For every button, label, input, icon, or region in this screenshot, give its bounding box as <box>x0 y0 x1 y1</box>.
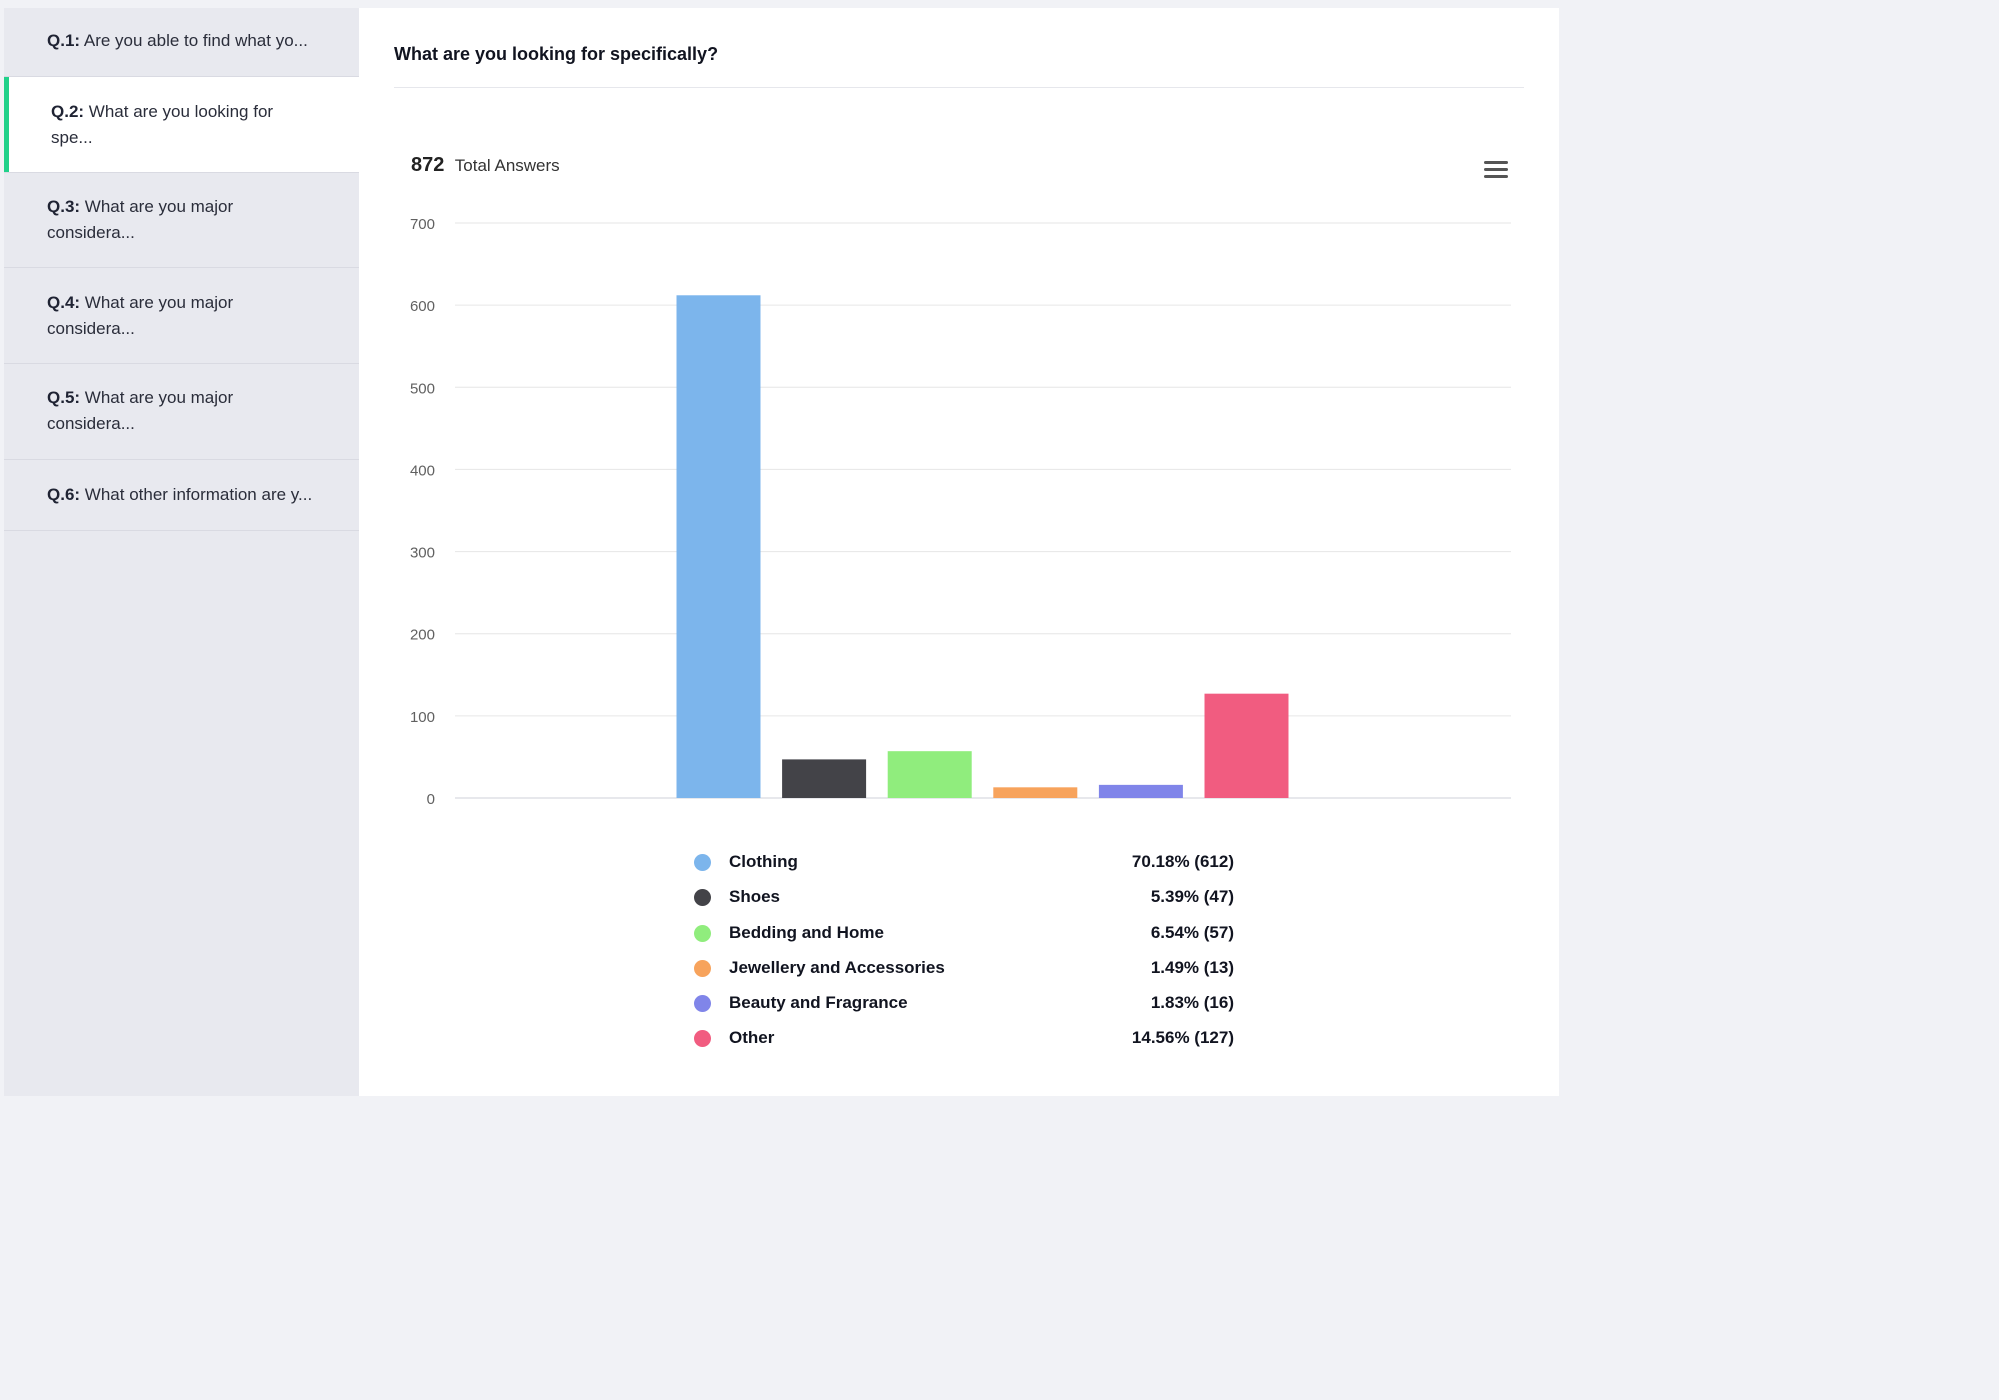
question-number: Q.4: <box>47 293 81 312</box>
hamburger-menu-icon[interactable] <box>1484 160 1510 180</box>
question-text: What are you major considera... <box>47 293 234 338</box>
question-text: Are you able to find what yo... <box>83 31 308 50</box>
sidebar-item-q3[interactable]: Q.3: What are you major considera... <box>4 173 359 268</box>
legend-dot-icon <box>694 925 711 942</box>
question-number: Q.2: <box>51 102 85 121</box>
legend-label: Other <box>729 1028 775 1047</box>
bar-beauty-and-fragrance[interactable] <box>1098 784 1183 798</box>
bar-shoes[interactable] <box>782 759 867 798</box>
bar-chart: 0 100 200 300 400 500 600 700 <box>410 216 1511 808</box>
legend-dot-icon <box>694 889 711 906</box>
legend-dot-icon <box>694 1030 711 1047</box>
legend-value: 14.56% (127) <box>1131 1028 1234 1047</box>
total-answers-label: Total Answers <box>454 156 560 175</box>
legend-item[interactable]: Other 14.56% (127) <box>694 1027 1234 1051</box>
question-text: What are you major considera... <box>47 388 234 433</box>
legend-value: 1.49% (13) <box>1150 958 1234 977</box>
legend-label: Beauty and Fragrance <box>729 993 908 1012</box>
legend-label: Jewellery and Accessories <box>729 958 945 977</box>
sidebar-item-q5[interactable]: Q.5: What are you major considera... <box>4 364 359 460</box>
question-number: Q.6: <box>47 485 81 504</box>
question-sidebar: Q.1: Are you able to find what yo... Q.2… <box>4 8 359 1096</box>
y-tick-label: 300 <box>410 545 435 562</box>
y-tick-label: 100 <box>410 709 435 726</box>
question-text: What are you major considera... <box>47 197 234 242</box>
question-text: What are you looking for spe... <box>51 102 274 147</box>
legend-dot-icon <box>694 995 711 1012</box>
sidebar-item-q1[interactable]: Q.1: Are you able to find what yo... <box>4 8 359 77</box>
y-tick-label: 600 <box>410 298 435 315</box>
legend-dot-icon <box>694 960 711 977</box>
legend-item[interactable]: Jewellery and Accessories 1.49% (13) <box>694 957 1234 981</box>
legend-value: 6.54% (57) <box>1150 923 1234 942</box>
legend-item[interactable]: Clothing 70.18% (612) <box>694 851 1234 875</box>
sidebar-item-q2[interactable]: Q.2: What are you looking for spe... <box>4 77 359 173</box>
y-tick-label: 400 <box>410 462 435 479</box>
bar-other[interactable] <box>1204 693 1289 798</box>
legend-value: 5.39% (47) <box>1150 887 1234 906</box>
results-panel: What are you looking for specifically? 8… <box>359 8 1559 1096</box>
question-text: What other information are y... <box>84 485 313 504</box>
legend-dot-icon <box>694 854 711 871</box>
bar-clothing[interactable] <box>676 295 761 798</box>
legend-label: Bedding and Home <box>729 923 884 942</box>
y-tick-label: 700 <box>410 216 435 233</box>
y-tick-label: 200 <box>410 627 435 644</box>
legend-value: 70.18% (612) <box>1131 852 1234 871</box>
y-tick-label: 500 <box>410 380 435 397</box>
legend-value: 1.83% (16) <box>1150 993 1234 1012</box>
title-divider <box>394 87 1524 88</box>
total-answers: 872 Total Answers <box>411 154 560 177</box>
legend-item[interactable]: Beauty and Fragrance 1.83% (16) <box>694 992 1234 1016</box>
legend-item[interactable]: Shoes 5.39% (47) <box>694 886 1234 910</box>
sidebar-item-q6[interactable]: Q.6: What other information are y... <box>4 460 359 531</box>
legend-label: Clothing <box>729 852 798 871</box>
page-title: What are you looking for specifically? <box>394 44 719 64</box>
y-tick-label: 0 <box>427 791 435 808</box>
bar-jewellery-and-accessories[interactable] <box>993 787 1078 798</box>
question-number: Q.5: <box>47 388 81 407</box>
bar-bedding-and-home[interactable] <box>887 751 972 798</box>
question-number: Q.3: <box>47 197 81 216</box>
total-answers-count: 872 <box>411 154 445 176</box>
sidebar-item-q4[interactable]: Q.4: What are you major considera... <box>4 268 359 364</box>
legend-item[interactable]: Bedding and Home 6.54% (57) <box>694 922 1234 946</box>
question-number: Q.1: <box>47 31 81 50</box>
legend-label: Shoes <box>729 887 781 906</box>
